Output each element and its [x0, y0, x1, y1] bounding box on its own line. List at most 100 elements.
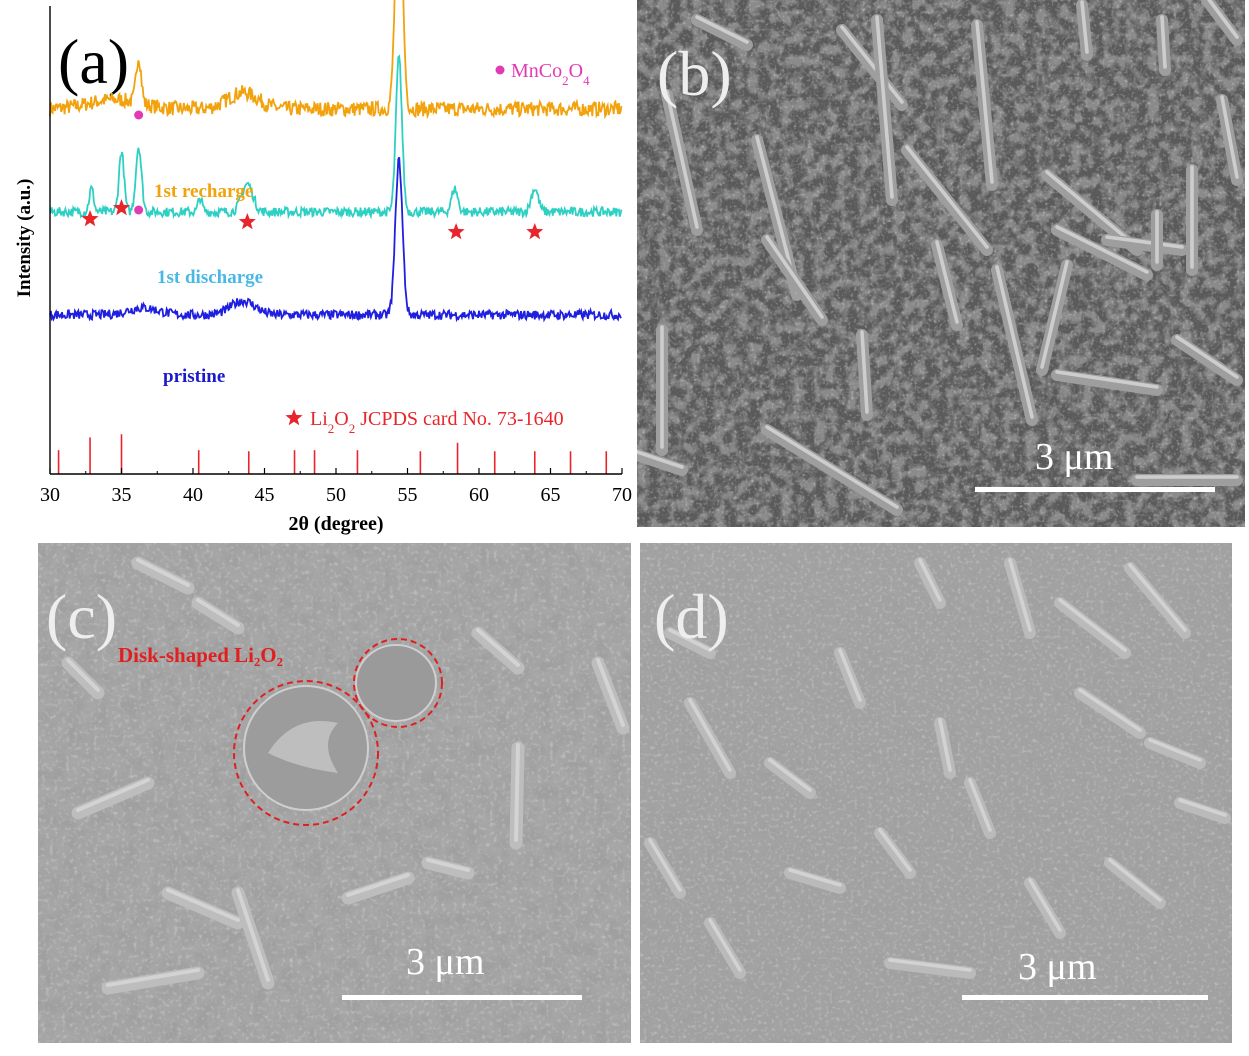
li2o2-star-marker — [447, 223, 465, 240]
nanorod-highlight — [665, 90, 699, 229]
scale-bar-b — [975, 487, 1215, 492]
panel-label-b: (b) — [657, 38, 732, 109]
sem-image-d — [640, 543, 1232, 1043]
x-tick-label: 65 — [541, 484, 561, 506]
nanorod-highlight — [136, 558, 190, 587]
nanorod-highlight — [668, 628, 712, 652]
nanorod — [784, 867, 846, 894]
nanorod — [1051, 224, 1153, 281]
y-axis-label: Intensity (a.u.) — [14, 179, 35, 298]
nanorod-highlight — [346, 873, 410, 897]
nanorod-highlight — [166, 888, 240, 922]
nanorod-highlight — [708, 918, 742, 972]
nanorod — [1054, 597, 1131, 659]
xrd-chart-svg: 1st recharge 1st discharge pristine MnCo2O4… — [14, 0, 632, 535]
nanorod-highlight — [1078, 688, 1142, 732]
nanorod-highlight — [765, 235, 824, 319]
nanorod-highlight — [968, 778, 992, 832]
mnco2o4-dot-marker — [134, 205, 144, 215]
scale-bar-label-b: 3 μm — [1035, 436, 1114, 478]
nanorod-highlight — [995, 265, 1034, 419]
nanorod-highlight — [688, 698, 732, 772]
nanorod — [61, 656, 105, 700]
nanorod-highlight — [1058, 598, 1127, 652]
nanorod-highlight — [236, 888, 270, 982]
nanorod — [131, 556, 195, 595]
scale-bar-label-c: 3 μm — [406, 941, 485, 983]
nanorod-highlight — [1040, 260, 1069, 369]
nanorod — [836, 24, 908, 111]
disk-particles — [233, 638, 443, 826]
panel-label-d: (d) — [654, 581, 729, 652]
nanorod-highlight — [1055, 370, 1159, 389]
nanorod-highlight — [860, 330, 869, 414]
nanorod-highlight — [1055, 225, 1149, 274]
sem-image-c — [38, 543, 631, 1043]
nanorod — [884, 957, 976, 979]
nanorod-highlight — [1008, 558, 1032, 632]
sem-image-b — [637, 0, 1245, 527]
nanorod — [874, 827, 916, 879]
x-tick-label: 45 — [255, 484, 275, 506]
nanorod-highlight — [648, 838, 682, 892]
panel-b-sem-image: (b) 3 μm — [637, 0, 1245, 527]
x-tick-label: 70 — [612, 484, 632, 506]
nanorod — [1124, 562, 1191, 639]
nanorod-highlight — [695, 15, 749, 44]
nanorod-highlight — [975, 20, 994, 184]
nanorod-highlight — [1178, 798, 1227, 817]
legend-star-icon — [285, 409, 303, 426]
x-tick-label: 60 — [469, 484, 489, 506]
mnco2o4-dot-marker — [134, 110, 144, 120]
nanorod — [1174, 797, 1231, 824]
nanorod-highlight — [938, 718, 952, 772]
x-tick-label: 50 — [326, 484, 346, 506]
nanorod — [471, 626, 525, 675]
legend-dot-icon — [495, 65, 505, 75]
nanorod — [901, 144, 993, 256]
nanorod-highlight — [875, 15, 894, 199]
scale-bar-label-d: 3 μm — [1018, 946, 1097, 988]
panel-label-a: (a) — [58, 26, 130, 97]
nanorod — [421, 856, 475, 880]
li2o2-star-marker — [526, 223, 544, 240]
nanorod-highlight — [1045, 170, 1139, 249]
li2o2-star-marker — [81, 210, 99, 227]
nanorod-highlight — [1207, 0, 1239, 39]
nanorod-highlight — [66, 658, 100, 692]
nanorod — [637, 449, 688, 476]
nanorod — [1074, 687, 1146, 739]
nanorod-highlight — [426, 858, 470, 872]
x-tick-label: 55 — [398, 484, 418, 506]
scale-bar-d — [962, 995, 1208, 1000]
nanorod-highlight — [1108, 858, 1162, 902]
nanorod-highlight — [1105, 235, 1184, 249]
nanorod-highlight — [888, 958, 972, 972]
series-label: pristine — [163, 366, 225, 387]
nanorod-highlight — [514, 743, 520, 842]
nanorod-highlight — [788, 868, 842, 887]
nanorod — [341, 871, 415, 905]
nanorod — [1101, 234, 1188, 256]
nanorod — [764, 757, 816, 799]
disk-highlight-circle-large — [233, 680, 379, 826]
nanorod — [71, 776, 155, 820]
legend-li2o2: Li2O2 JCPDS card No. 73-1640 — [310, 408, 564, 436]
nanorod — [761, 424, 903, 516]
nanorod-highlight — [905, 145, 989, 249]
nanorod-highlight — [918, 558, 942, 602]
nanorod-highlight — [1080, 0, 1089, 54]
nanorod-highlight — [596, 658, 625, 727]
nanorod-highlight — [1128, 563, 1187, 632]
scale-bar-c — [342, 995, 582, 1000]
x-tick-label: 40 — [183, 484, 203, 506]
xrd-series-line — [49, 0, 623, 120]
series-label: 1st discharge — [157, 267, 263, 288]
nanorod — [101, 966, 205, 995]
nanorod-highlight — [1028, 878, 1062, 932]
nanorod — [1051, 369, 1163, 396]
li2o2-star-marker — [112, 199, 131, 216]
nanorod — [691, 14, 753, 51]
nanorod — [161, 886, 245, 930]
nanorod-highlight — [476, 628, 520, 667]
